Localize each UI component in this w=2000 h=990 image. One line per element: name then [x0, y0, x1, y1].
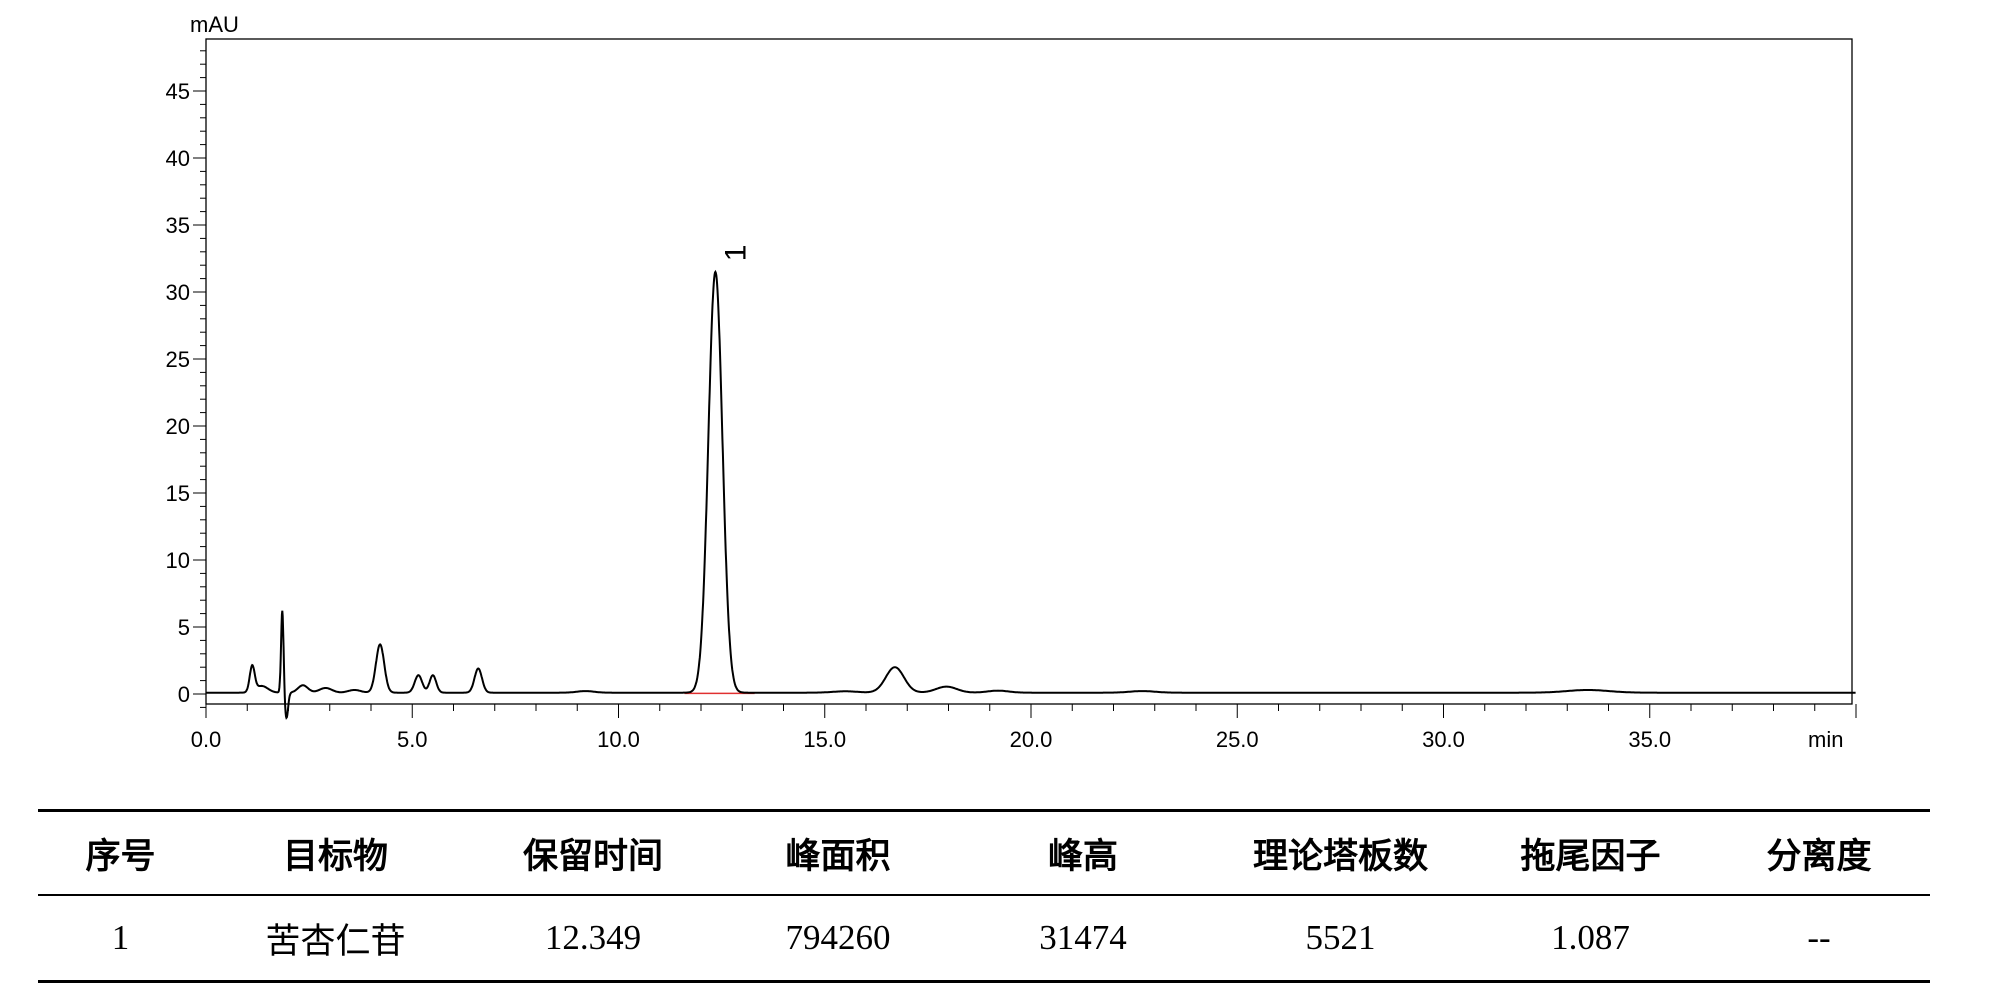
x-tick-label: 10.0 [597, 727, 640, 752]
x-tick-label: 30.0 [1422, 727, 1465, 752]
header-theoretical-plates: 理论塔板数 [1252, 836, 1428, 877]
x-tick-label: 5.0 [397, 727, 428, 752]
cell-peak-height: 31474 [1039, 918, 1127, 957]
results-table: 序号 目标物 保留时间 峰面积 峰高 理论塔板数 拖尾因子 分离度 1 苦杏仁苷… [38, 809, 1930, 983]
header-analyte: 目标物 [282, 836, 388, 877]
y-tick-label: 45 [166, 79, 190, 104]
cell-resolution: -- [1807, 918, 1831, 957]
cell-tailing-factor: 1.087 [1551, 918, 1630, 957]
y-tick-label: 20 [166, 414, 190, 439]
cell-retention-time: 12.349 [544, 918, 642, 957]
header-index: 序号 [85, 836, 156, 877]
y-tick-label: 0 [178, 682, 190, 707]
header-tailing-factor: 拖尾因子 [1520, 836, 1661, 877]
cell-theoretical-plates: 5521 [1305, 918, 1376, 957]
x-tick-label: 25.0 [1216, 727, 1259, 752]
table-row: 1 苦杏仁苷 12.349 794260 31474 5521 1.087 -- [38, 895, 1930, 982]
x-tick-label: 35.0 [1628, 727, 1671, 752]
y-tick-label: 10 [166, 548, 190, 573]
x-axis: 0.0 5.0 10.0 15.0 20.0 25.0 30.0 35.0 [191, 704, 1857, 752]
cell-analyte: 苦杏仁苷 [265, 921, 406, 961]
header-peak-area: 峰面积 [785, 836, 891, 877]
y-tick-label: 5 [178, 615, 190, 640]
x-tick-label: 20.0 [1010, 727, 1053, 752]
header-peak-height: 峰高 [1047, 836, 1118, 877]
peak-label-1: 1 [719, 245, 752, 262]
header-resolution: 分离度 [1766, 836, 1872, 877]
y-tick-label: 35 [166, 213, 190, 238]
chromatogram-trace [206, 269, 1856, 720]
y-axis: 0 5 10 15 20 25 30 35 40 45 [166, 50, 206, 708]
y-tick-label: 30 [166, 280, 190, 305]
y-tick-label: 15 [166, 481, 190, 506]
x-tick-label: 15.0 [803, 727, 846, 752]
table-header-row: 序号 目标物 保留时间 峰面积 峰高 理论塔板数 拖尾因子 分离度 [38, 810, 1930, 895]
x-tick-label: 0.0 [191, 727, 222, 752]
y-tick-label: 25 [166, 347, 190, 372]
x-axis-unit-label: min [1808, 727, 1843, 752]
chromatogram-chart: 0 5 10 15 20 25 30 35 40 45 0.0 5.0 10.0 15.0 20.0 25.… [166, 12, 1857, 752]
header-retention-time: 保留时间 [522, 836, 663, 877]
y-tick-label: 40 [166, 146, 190, 171]
y-axis-unit-label: mAU [190, 12, 239, 37]
cell-peak-area: 794260 [785, 918, 891, 957]
plot-frame [205, 38, 1853, 705]
cell-index: 1 [111, 918, 130, 957]
